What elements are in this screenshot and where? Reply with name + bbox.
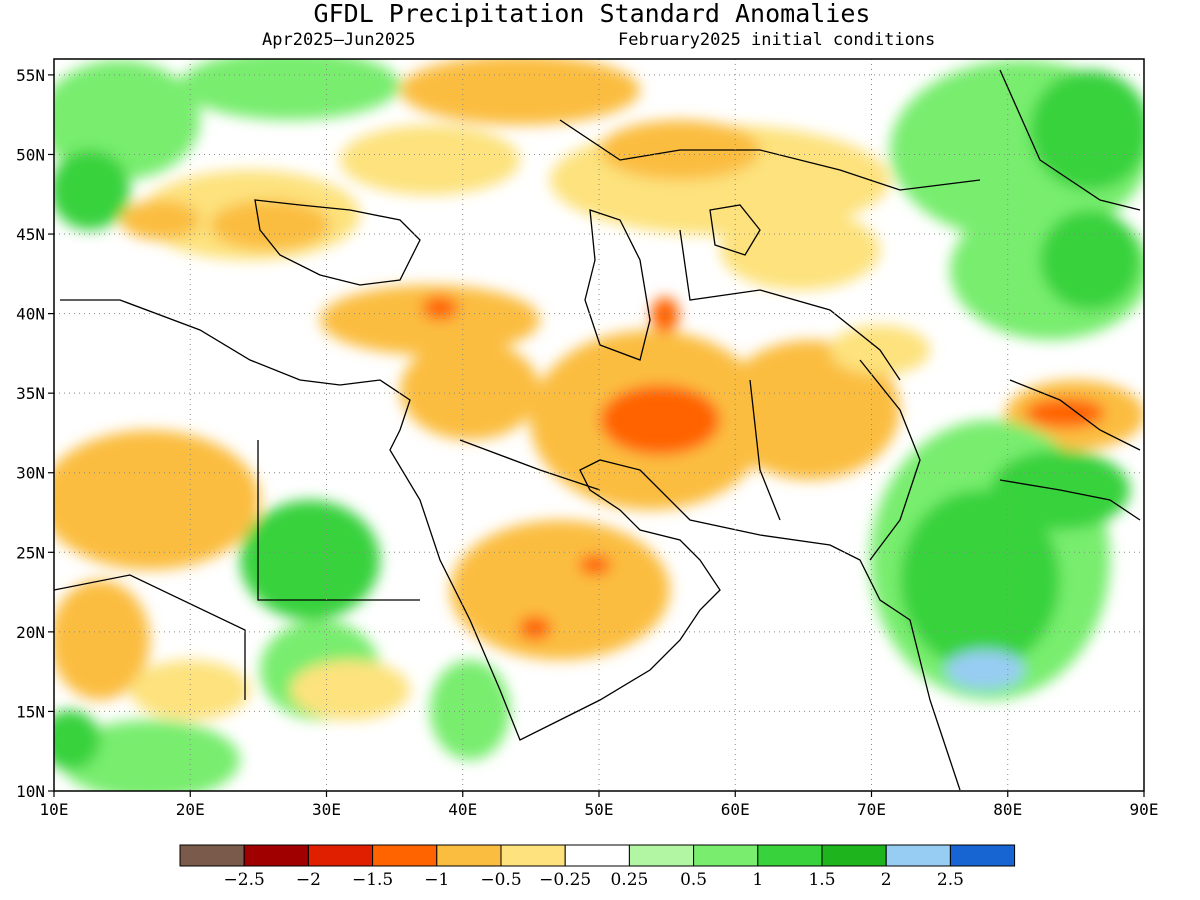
map-axes: 10E 20E 30E 40E 50E 60E 70E 80E 90E 10N 15N 20N 25N 3… — [16, 66, 1158, 819]
lon-tick-label: 30E — [312, 800, 341, 819]
subtitle-period: Apr2025–Jun2025 — [262, 30, 416, 50]
lat-tick-label: 10N — [16, 782, 45, 801]
lon-tick-label: 50E — [585, 800, 614, 819]
subtitle-init: February2025 initial conditions — [618, 30, 935, 50]
nepal-border — [999, 479, 1141, 521]
lat-tick-label: 50N — [16, 145, 45, 164]
egypt-sudan-border — [257, 440, 420, 601]
russia-kazakh-border — [559, 119, 981, 191]
colorbar-swatch — [436, 844, 502, 867]
colorbar-label: 0.25 — [610, 870, 648, 890]
lon-tick-label: 80E — [993, 800, 1022, 819]
himalaya-border — [1009, 379, 1141, 451]
colorbar-swatch — [372, 844, 438, 867]
lat-tick-label: 15N — [16, 702, 45, 721]
colorbar-swatch — [179, 844, 245, 867]
colorbar-swatch — [243, 844, 309, 867]
colorbar-swatch — [821, 844, 887, 867]
aral-sea — [709, 204, 761, 256]
colorbar-label: −1 — [424, 870, 449, 890]
chad-border — [54, 574, 246, 700]
colorbar-label: 1 — [752, 870, 763, 890]
lon-tick-label: 90E — [1130, 800, 1159, 819]
lon-tick-label: 40E — [448, 800, 477, 819]
colorbar-swatch — [949, 844, 1016, 867]
lat-tick-label: 25N — [16, 543, 45, 562]
saudi-iraq-border — [459, 439, 601, 491]
lat-tick-label: 55N — [16, 66, 45, 85]
lon-tick-label: 60E — [721, 800, 750, 819]
central-asia-border — [679, 229, 901, 381]
coastlines-and-borders — [54, 69, 1141, 791]
caspian-sea — [584, 209, 651, 361]
colorbar-legend: −2.5 −2 −1.5 −1 −0.5 −0.25 0.25 0.5 1 1.5 2 2.5 — [179, 844, 1016, 890]
coastline-main — [60, 299, 961, 791]
colorbar-swatch — [500, 844, 566, 867]
mongolia-border — [999, 69, 1141, 211]
colorbar-swatch — [757, 844, 823, 867]
lon-tick-label: 10E — [40, 800, 69, 819]
lon-tick-label: 70E — [857, 800, 886, 819]
colorbar-swatch — [885, 844, 951, 867]
map-plot-area — [53, 58, 1145, 792]
figure-title: GFDL Precipitation Standard Anomalies — [314, 0, 871, 28]
colorbar-swatch — [628, 844, 695, 867]
colorbar-label: 2 — [881, 870, 892, 890]
colorbar-label: 1.5 — [808, 870, 835, 890]
colorbar-label: −0.25 — [539, 870, 591, 890]
lat-tick-label: 35N — [16, 384, 45, 403]
colorbar-label: 2.5 — [937, 870, 964, 890]
colorbar-swatch — [307, 844, 374, 867]
pakistan-india-border — [859, 359, 921, 561]
colorbar-label: −0.5 — [480, 870, 521, 890]
colorbar-label: −2.5 — [224, 870, 265, 890]
lon-tick-label: 20E — [176, 800, 205, 819]
anomaly-field — [54, 59, 1144, 791]
lat-tick-label: 30N — [16, 464, 45, 483]
lat-tick-label: 45N — [16, 225, 45, 244]
graticule — [54, 59, 1144, 791]
colorbar-label: 0.5 — [680, 870, 707, 890]
black-sea — [254, 199, 421, 286]
colorbar-swatch — [564, 844, 630, 867]
iran-afghan-border — [749, 379, 781, 521]
colorbar-swatch — [693, 844, 759, 867]
colorbar-label: −2 — [296, 870, 321, 890]
colorbar-label: −1.5 — [352, 870, 393, 890]
lat-tick-label: 20N — [16, 623, 45, 642]
lat-tick-label: 40N — [16, 305, 45, 324]
